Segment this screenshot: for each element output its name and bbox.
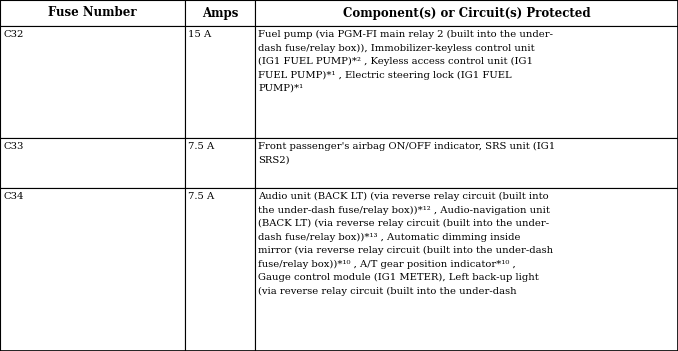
Text: mirror (via reverse relay circuit (built into the under-dash: mirror (via reverse relay circuit (built…: [258, 246, 553, 255]
Bar: [185, 188, 255, 351]
Bar: [185, 26, 255, 138]
Text: (IG1 FUEL PUMP)*² , Keyless access control unit (IG1: (IG1 FUEL PUMP)*² , Keyless access contr…: [258, 57, 533, 66]
Text: C34: C34: [3, 192, 24, 201]
Bar: [255, 26, 678, 138]
Bar: [0, 188, 185, 351]
Text: (via reverse relay circuit (built into the under-dash: (via reverse relay circuit (built into t…: [258, 286, 517, 296]
Text: (BACK LT) (via reverse relay circuit (built into the under-: (BACK LT) (via reverse relay circuit (bu…: [258, 219, 549, 228]
Text: Front passenger's airbag ON/OFF indicator, SRS unit (IG1: Front passenger's airbag ON/OFF indicato…: [258, 142, 555, 151]
Text: 7.5 A: 7.5 A: [188, 192, 214, 201]
Text: the under-dash fuse/relay box))*¹² , Audio-navigation unit: the under-dash fuse/relay box))*¹² , Aud…: [258, 205, 550, 214]
Text: C33: C33: [3, 142, 23, 151]
Text: Fuse Number: Fuse Number: [48, 7, 137, 20]
Bar: [255, 138, 678, 188]
Bar: [255, 0, 678, 26]
Text: dash fuse/relay box))*¹³ , Automatic dimming inside: dash fuse/relay box))*¹³ , Automatic dim…: [258, 232, 521, 241]
Text: C32: C32: [3, 30, 23, 39]
Bar: [0, 0, 185, 26]
Text: fuse/relay box))*¹⁰ , A/T gear position indicator*¹⁰ ,: fuse/relay box))*¹⁰ , A/T gear position …: [258, 259, 516, 269]
Text: 7.5 A: 7.5 A: [188, 142, 214, 151]
Text: 15 A: 15 A: [188, 30, 212, 39]
Text: Fuel pump (via PGM-FI main relay 2 (built into the under-: Fuel pump (via PGM-FI main relay 2 (buil…: [258, 30, 553, 39]
Bar: [0, 26, 185, 138]
Text: Gauge control module (IG1 METER), Left back-up light: Gauge control module (IG1 METER), Left b…: [258, 273, 539, 282]
Text: Component(s) or Circuit(s) Protected: Component(s) or Circuit(s) Protected: [342, 7, 591, 20]
Text: PUMP)*¹: PUMP)*¹: [258, 84, 303, 93]
Text: Amps: Amps: [202, 7, 238, 20]
Bar: [255, 188, 678, 351]
Bar: [185, 138, 255, 188]
Bar: [0, 138, 185, 188]
Text: SRS2): SRS2): [258, 155, 290, 165]
Bar: [185, 0, 255, 26]
Text: dash fuse/relay box)), Immobilizer-keyless control unit: dash fuse/relay box)), Immobilizer-keyle…: [258, 44, 535, 53]
Text: FUEL PUMP)*¹ , Electric steering lock (IG1 FUEL: FUEL PUMP)*¹ , Electric steering lock (I…: [258, 71, 512, 80]
Text: Audio unit (BACK LT) (via reverse relay circuit (built into: Audio unit (BACK LT) (via reverse relay …: [258, 192, 549, 201]
